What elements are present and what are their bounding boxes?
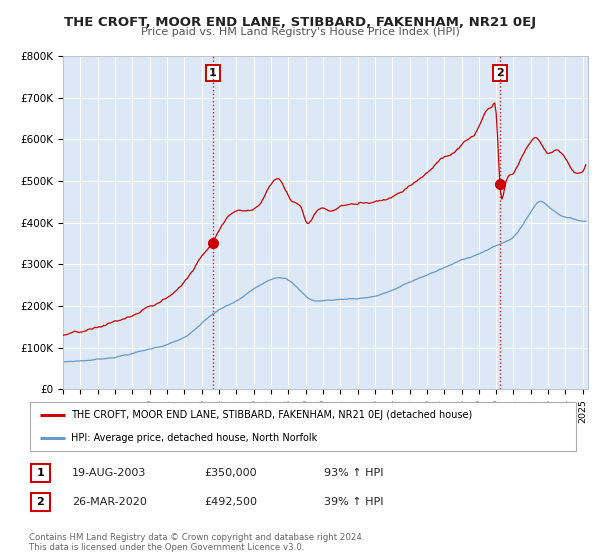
FancyBboxPatch shape — [30, 402, 576, 451]
FancyBboxPatch shape — [31, 493, 50, 511]
Text: 2: 2 — [37, 497, 44, 507]
Text: Price paid vs. HM Land Registry's House Price Index (HPI): Price paid vs. HM Land Registry's House … — [140, 27, 460, 37]
Text: 1: 1 — [37, 468, 44, 478]
Text: £350,000: £350,000 — [204, 468, 257, 478]
Text: This data is licensed under the Open Government Licence v3.0.: This data is licensed under the Open Gov… — [29, 543, 304, 552]
Text: 93% ↑ HPI: 93% ↑ HPI — [324, 468, 383, 478]
Text: THE CROFT, MOOR END LANE, STIBBARD, FAKENHAM, NR21 0EJ: THE CROFT, MOOR END LANE, STIBBARD, FAKE… — [64, 16, 536, 29]
Text: 2: 2 — [496, 68, 504, 78]
Text: £492,500: £492,500 — [204, 497, 257, 507]
Text: 39% ↑ HPI: 39% ↑ HPI — [324, 497, 383, 507]
Text: Contains HM Land Registry data © Crown copyright and database right 2024.: Contains HM Land Registry data © Crown c… — [29, 533, 364, 542]
Text: HPI: Average price, detached house, North Norfolk: HPI: Average price, detached house, Nort… — [71, 433, 317, 444]
Text: THE CROFT, MOOR END LANE, STIBBARD, FAKENHAM, NR21 0EJ (detached house): THE CROFT, MOOR END LANE, STIBBARD, FAKE… — [71, 410, 472, 420]
FancyBboxPatch shape — [31, 464, 50, 482]
Text: 1: 1 — [209, 68, 217, 78]
Text: 19-AUG-2003: 19-AUG-2003 — [72, 468, 146, 478]
Text: 26-MAR-2020: 26-MAR-2020 — [72, 497, 147, 507]
